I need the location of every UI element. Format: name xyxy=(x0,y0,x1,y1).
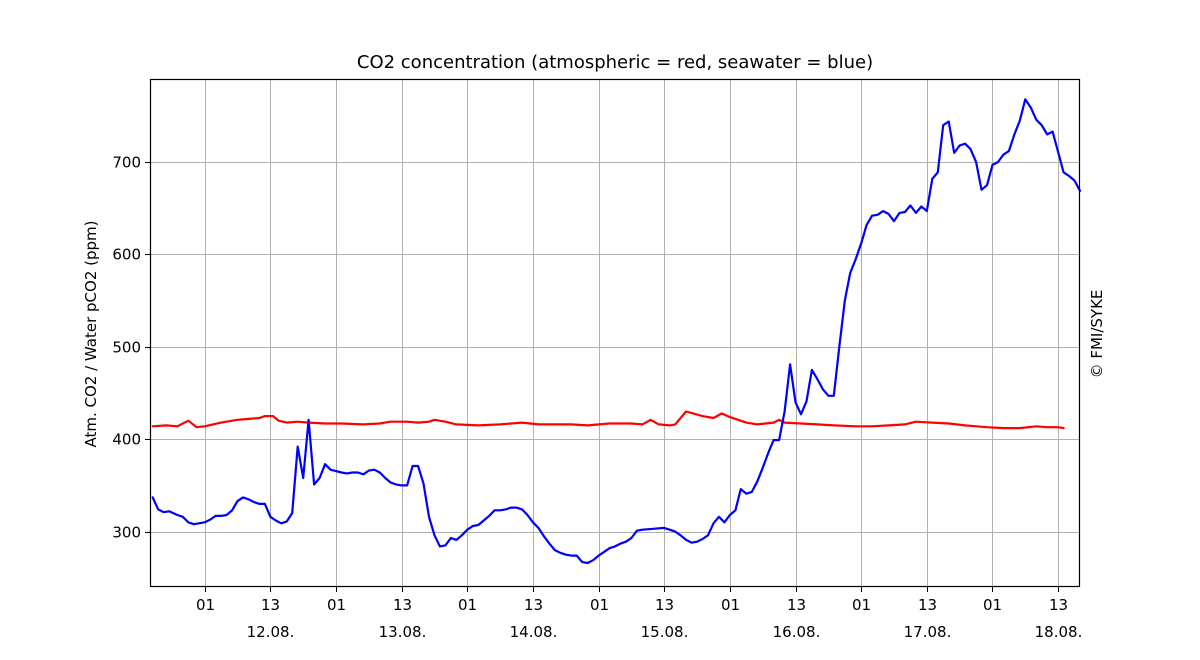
x-date-label-11: 17.08. xyxy=(904,623,952,641)
x-tick-label-5: 13 xyxy=(524,596,543,614)
x-tick-label-8: 01 xyxy=(721,596,740,614)
x-tick-label-10: 01 xyxy=(852,596,871,614)
x-date-label-1: 12.08. xyxy=(247,623,295,641)
y-axis-label: Atm. CO2 / Water pCO2 (ppm) xyxy=(82,220,100,447)
x-tick-label-12: 01 xyxy=(983,596,1002,614)
x-date-label-13: 18.08. xyxy=(1035,623,1083,641)
grid-lines xyxy=(150,79,1080,587)
atmospheric-co2-line xyxy=(151,410,1065,430)
x-tick-label-11: 13 xyxy=(918,596,937,614)
y-tick-label-600: 600 xyxy=(112,246,141,264)
plot-frame xyxy=(149,78,1081,588)
series-layer xyxy=(151,98,1082,565)
x-tick-label-9: 13 xyxy=(787,596,806,614)
x-tick-label-6: 01 xyxy=(590,596,609,614)
y-tick-label-700: 700 xyxy=(112,154,141,172)
y-tick-label-500: 500 xyxy=(112,339,141,357)
y-tick-label-300: 300 xyxy=(112,524,141,542)
copyright-notice: © FMI/SYKE xyxy=(1088,290,1106,379)
x-tick-label-2: 01 xyxy=(327,596,346,614)
x-date-label-9: 16.08. xyxy=(773,623,821,641)
x-tick-label-4: 01 xyxy=(458,596,477,614)
x-date-label-3: 13.08. xyxy=(379,623,427,641)
axis-ticks: 300 400 500 600 700 01 13 12.08. 01 13 13.08. 01 13 1… xyxy=(112,154,1082,642)
x-tick-label-1: 13 xyxy=(261,596,280,614)
x-tick-label-7: 13 xyxy=(655,596,674,614)
chart-title: CO2 concentration (atmospheric = red, se… xyxy=(357,52,873,73)
x-tick-label-13: 13 xyxy=(1049,596,1068,614)
seawater-pco2-line xyxy=(151,98,1082,565)
x-tick-label-3: 13 xyxy=(393,596,412,614)
x-date-label-7: 15.08. xyxy=(641,623,689,641)
y-tick-label-400: 400 xyxy=(112,431,141,449)
x-date-label-5: 14.08. xyxy=(510,623,558,641)
x-tick-label-0: 01 xyxy=(196,596,215,614)
